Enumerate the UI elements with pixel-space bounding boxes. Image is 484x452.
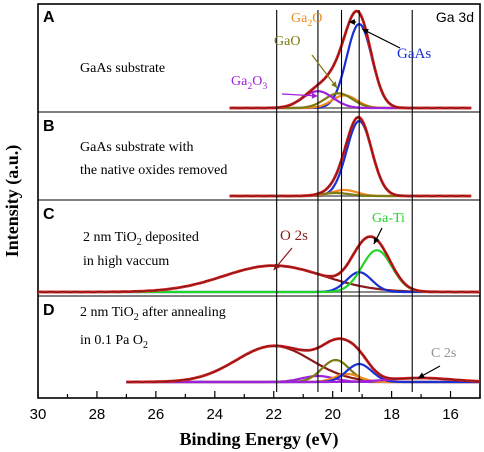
x-axis-ticks: 30 28 26 24 22 20 18 16: [30, 391, 481, 423]
x-tick-label: 22: [265, 406, 282, 423]
panel-d-description-line1: 2 nm TiO2 after annealing: [80, 305, 226, 323]
annotation-arrow: [361, 28, 401, 49]
panel-c-description-line2: in high vaccum: [83, 254, 169, 269]
panel-a-description: GaAs substrate: [80, 61, 165, 76]
panel-d-envelope: [126, 337, 480, 384]
annotation-arrow: [281, 93, 318, 97]
annotation-label: Ga2O: [291, 11, 322, 29]
panel-b-description-line2: the native oxides removed: [80, 163, 227, 178]
x-axis-label: Binding Energy (eV): [179, 429, 338, 450]
reference-lines: [276, 10, 413, 392]
x-tick-label: 16: [442, 406, 459, 423]
panel-d-data-trace: [126, 337, 481, 384]
panel-a-component-ga2o3: [229, 90, 472, 110]
annotation-label: GaO: [274, 34, 300, 49]
panel-label-b: B: [43, 118, 55, 135]
annotation-label: O 2s: [280, 228, 308, 244]
x-tick-label: 20: [324, 406, 341, 423]
y-axis-label: Intensity (a.u.): [2, 145, 23, 258]
panel-a-envelope: [229, 9, 472, 110]
x-tick-label: 28: [89, 406, 106, 423]
annotation-arrowhead: [348, 19, 355, 25]
x-tick-label: 30: [30, 406, 47, 423]
annotation-arrowhead: [362, 29, 369, 35]
annotation-arrow: [311, 54, 338, 89]
panel-a-data-trace: [229, 10, 471, 110]
panel-a-component-gaas: [229, 22, 472, 110]
panel-c-data-trace: [37, 236, 481, 294]
annotation-arrowhead: [418, 372, 425, 378]
annotation-arrowhead: [311, 92, 318, 99]
series-layer: [37, 9, 481, 384]
plot-frame: [37, 3, 481, 399]
annotation-arrowhead: [373, 237, 380, 244]
panel-b-data-trace: [229, 117, 471, 198]
panel-label-c: C: [43, 206, 55, 223]
panel-c-description-line1: 2 nm TiO2 deposited: [83, 230, 199, 248]
annotation-arrowhead: [331, 81, 338, 88]
annotation-label: Ga2O3: [231, 74, 267, 92]
annotations: Ga2O GaO Ga2O3 GaAs O 2s Ga-Ti C 2s: [231, 11, 456, 379]
panel-d-description-line2: in 0.1 Pa O2: [80, 333, 148, 351]
x-tick-label: 24: [206, 406, 223, 423]
panel-b-envelope: [229, 115, 472, 198]
annotation-label: C 2s: [431, 346, 456, 361]
panel-label-a: A: [43, 9, 55, 26]
panel-label-d: D: [43, 302, 55, 319]
annotation-label: Ga-Ti: [372, 211, 405, 226]
annotation-label: GaAs: [397, 46, 431, 62]
annotation-arrowhead: [273, 263, 280, 270]
figure-label: Ga 3d: [436, 9, 474, 25]
panel-b-description-line1: GaAs substrate with: [80, 140, 194, 155]
x-tick-label: 18: [383, 406, 400, 423]
x-tick-label: 26: [148, 406, 165, 423]
